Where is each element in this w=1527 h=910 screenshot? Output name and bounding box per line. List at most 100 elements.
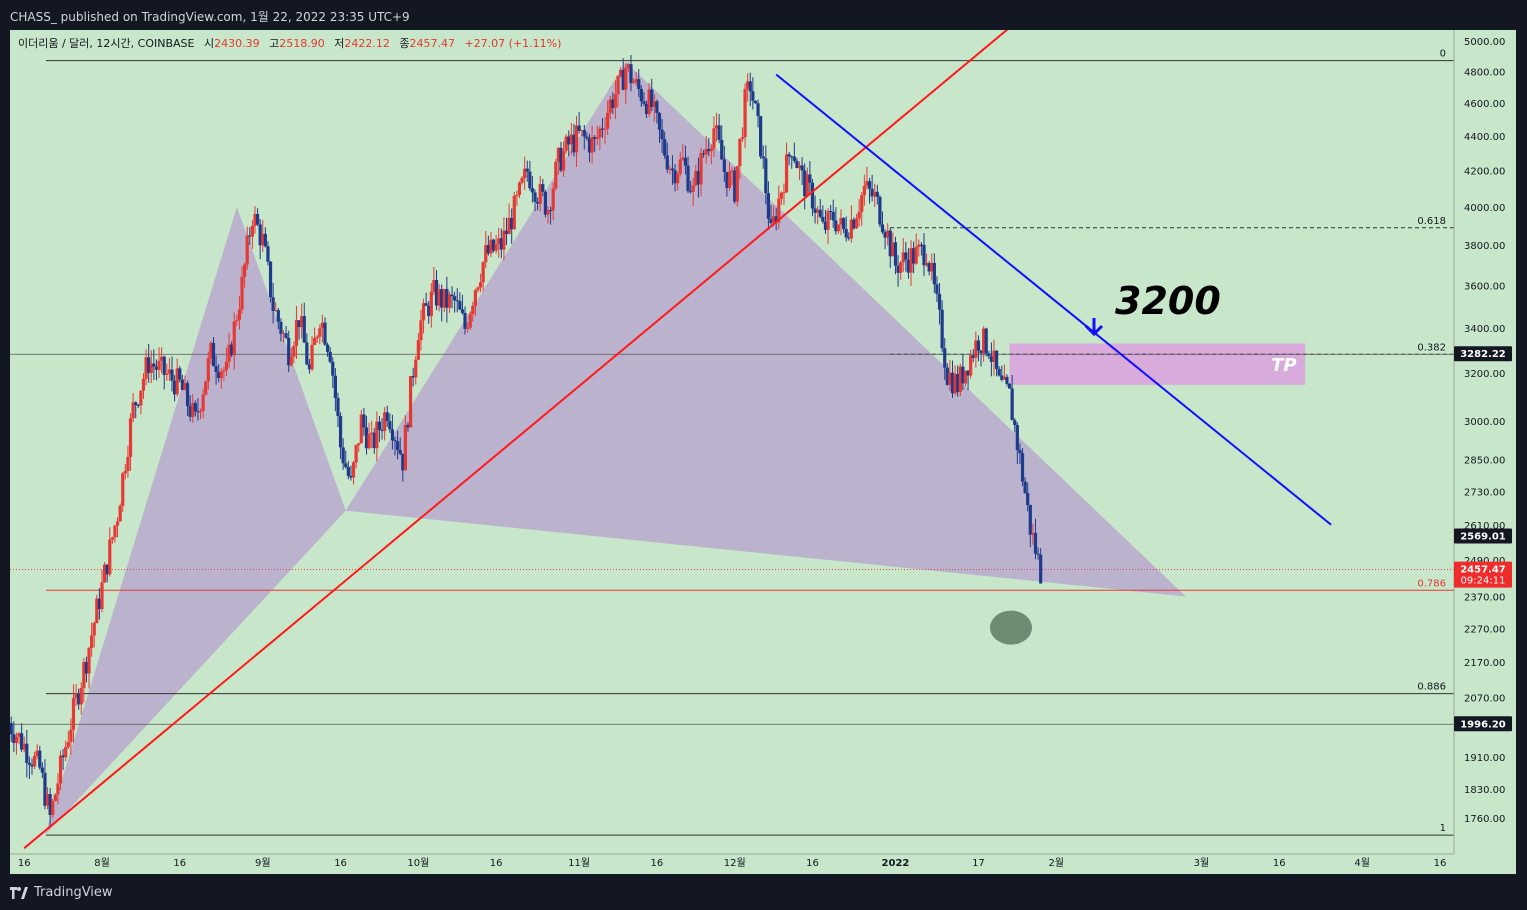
candle-body xyxy=(657,112,662,130)
candle-body xyxy=(909,248,913,273)
y-tick-label: 3400.00 xyxy=(1464,324,1505,335)
candle-body xyxy=(738,138,742,167)
candle-body xyxy=(917,244,921,247)
y-tick-label: 3800.00 xyxy=(1464,241,1505,252)
candle-body xyxy=(359,414,363,444)
x-tick-label: 10월 xyxy=(407,857,429,869)
candle-body xyxy=(77,693,81,705)
fib-label-0.618: 0.618 xyxy=(1417,216,1446,227)
candle-body xyxy=(650,89,654,108)
candle-body xyxy=(567,136,571,145)
candle-body xyxy=(14,736,19,744)
candle-body xyxy=(507,217,511,235)
price-label-box xyxy=(1454,346,1512,362)
candle-body xyxy=(206,358,210,382)
candle-body xyxy=(178,368,182,380)
candle-body xyxy=(460,309,465,313)
candle-body xyxy=(927,263,931,272)
price-label-text: 2457.47 xyxy=(1460,565,1506,576)
candle-body xyxy=(867,181,872,189)
candle-body xyxy=(131,402,135,419)
candle-body xyxy=(561,150,566,171)
candle-body xyxy=(652,101,656,108)
candle-body xyxy=(569,134,573,145)
candle-body xyxy=(414,359,418,378)
candle-body xyxy=(406,424,410,428)
price-chart[interactable]: TP 0 0.618 0.382 0.786 0.886 1 3200 5000.00 48… xyxy=(10,30,1516,874)
candle-body xyxy=(587,138,592,153)
candle-body xyxy=(756,103,760,117)
change-value: +27.07 (+1.11%) xyxy=(464,37,562,50)
candle-body xyxy=(134,402,138,405)
close-label: 종 xyxy=(399,37,410,50)
candle-body xyxy=(976,340,981,351)
candle-body xyxy=(1039,554,1043,584)
fib-label-0.886: 0.886 xyxy=(1417,682,1446,693)
candle-body xyxy=(805,174,809,197)
candle-body xyxy=(681,157,685,160)
pattern-triangle-xab xyxy=(44,207,346,836)
candle-body xyxy=(10,723,13,735)
publish-info: CHASS_ published on TradingView.com, 1월 … xyxy=(10,10,410,24)
candle-body xyxy=(720,139,724,160)
candle-body xyxy=(279,321,283,334)
candle-body xyxy=(27,762,31,765)
candle-body xyxy=(746,81,750,89)
harmonic-pattern xyxy=(44,62,1186,836)
candle-body xyxy=(883,232,887,238)
header-bar: CHASS_ published on TradingView.com, 1월 … xyxy=(0,0,1527,30)
candle-body xyxy=(523,168,527,178)
candle-body xyxy=(266,246,270,262)
candle-body xyxy=(919,244,923,246)
x-axis[interactable]: 16 8월 16 9월 16 10월 16 11월 16 12월 16 2022 17 2월 3월 16 4월 1… xyxy=(10,853,1454,869)
x-tick-label: 4월 xyxy=(1354,857,1370,869)
candle-body xyxy=(725,171,729,188)
candle-body xyxy=(424,303,428,306)
candle-body xyxy=(678,159,682,174)
candle-body xyxy=(71,697,76,730)
candle-body xyxy=(211,342,216,367)
y-tick-label: 1760.00 xyxy=(1464,814,1505,825)
candle-body xyxy=(629,64,633,84)
y-axis[interactable]: 5000.00 4800.00 4600.00 4400.00 4200.00 4000.… xyxy=(1453,30,1512,854)
candle-body xyxy=(248,235,252,237)
candle-body xyxy=(743,88,747,138)
candle-body xyxy=(554,161,558,189)
candle-body xyxy=(904,252,908,260)
candle-body xyxy=(268,261,273,298)
candle-body xyxy=(559,148,563,171)
chart-frame[interactable]: TP 0 0.618 0.382 0.786 0.886 1 3200 5000.00 48… xyxy=(10,30,1516,874)
tradingview-logo[interactable]: TradingView xyxy=(10,885,113,900)
candle-body xyxy=(271,297,275,311)
candle-body xyxy=(160,356,164,361)
candle-body xyxy=(204,381,208,395)
candle-body xyxy=(969,355,973,376)
y-tick-label: 2070.00 xyxy=(1464,693,1505,704)
candle-body xyxy=(183,383,187,390)
candle-body xyxy=(250,225,254,237)
candle-body xyxy=(1020,453,1025,482)
candle-body xyxy=(437,289,441,306)
candle-body xyxy=(870,188,874,197)
candle-body xyxy=(940,309,944,349)
candle-body xyxy=(528,171,532,189)
candle-body xyxy=(408,376,413,428)
candle-body xyxy=(577,125,581,131)
candle-body xyxy=(20,733,24,750)
candle-body xyxy=(842,218,846,230)
candle-body xyxy=(196,411,200,413)
candle-body xyxy=(30,764,34,767)
candle-body xyxy=(779,192,783,199)
candle-body xyxy=(333,375,337,398)
candle-body xyxy=(826,211,830,230)
candle-body xyxy=(297,320,301,328)
candle-body xyxy=(624,67,628,90)
candle-body xyxy=(735,166,739,202)
candle-body xyxy=(64,747,68,758)
candle-body xyxy=(48,794,52,815)
candle-body xyxy=(147,357,151,373)
candle-body xyxy=(865,181,869,187)
candle-body xyxy=(712,128,716,149)
candle-body xyxy=(694,171,698,186)
pattern-triangle-bcd xyxy=(345,62,1186,597)
